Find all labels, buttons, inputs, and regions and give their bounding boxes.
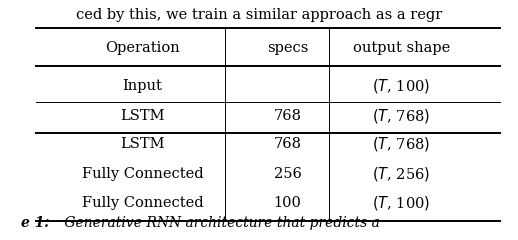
- Text: $(\mathit{T}$, 768$)$: $(\mathit{T}$, 768$)$: [372, 135, 430, 153]
- Text: Fully Connected: Fully Connected: [82, 196, 203, 210]
- Text: 768: 768: [274, 109, 301, 123]
- Text: output shape: output shape: [353, 41, 450, 55]
- Text: $(\mathit{T}$, 100$)$: $(\mathit{T}$, 100$)$: [372, 77, 430, 96]
- Text: ced by this, we train a similar approach as a regr: ced by this, we train a similar approach…: [76, 8, 442, 22]
- Text: 768: 768: [274, 137, 301, 151]
- Text: 100: 100: [274, 196, 301, 210]
- Text: Input: Input: [123, 79, 162, 93]
- Text: LSTM: LSTM: [120, 109, 165, 123]
- Text: $(\mathit{T}$, 256$)$: $(\mathit{T}$, 256$)$: [372, 165, 430, 183]
- Text: Generative RNN architecture that predicts a: Generative RNN architecture that predict…: [60, 216, 380, 230]
- Text: LSTM: LSTM: [120, 137, 165, 151]
- Text: specs: specs: [267, 41, 308, 55]
- Text: Operation: Operation: [105, 41, 180, 55]
- Text: 256: 256: [274, 167, 301, 181]
- Text: Fully Connected: Fully Connected: [82, 167, 203, 181]
- Text: $(\mathit{T}$, 100$)$: $(\mathit{T}$, 100$)$: [372, 194, 430, 212]
- Text: e 1:: e 1:: [21, 216, 49, 230]
- Text: $(\mathit{T}$, 768$)$: $(\mathit{T}$, 768$)$: [372, 107, 430, 125]
